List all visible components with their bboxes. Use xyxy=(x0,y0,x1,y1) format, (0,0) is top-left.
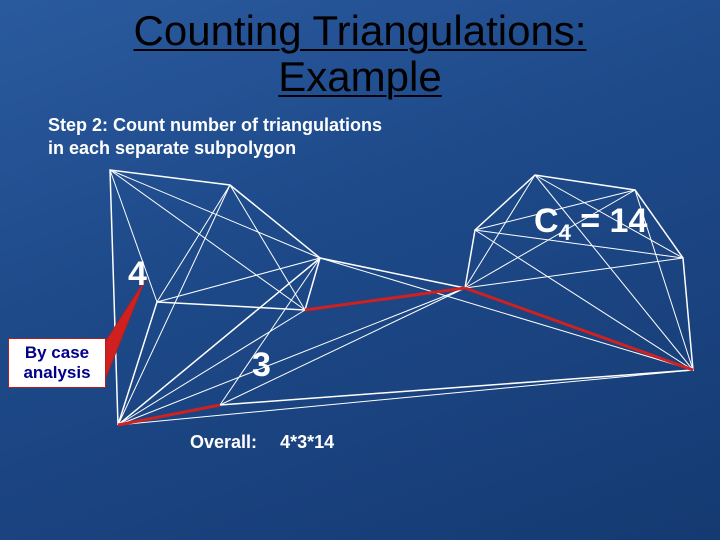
overall-calc: 4*3*14 xyxy=(280,432,334,452)
callout-pointer-group xyxy=(104,280,145,382)
catalan-subscript: 4 xyxy=(559,220,571,245)
overall-label: Overall: xyxy=(190,432,257,452)
left-polygon-count-label: 4 xyxy=(128,255,147,294)
callout-line1: By case xyxy=(25,343,89,362)
overall-result: Overall: 4*3*14 xyxy=(190,432,334,453)
middle-polygon-count-label: 3 xyxy=(252,346,271,385)
title-line1: Counting Triangulations: xyxy=(134,7,587,54)
right-polygon-catalan-label: C4 = 14 xyxy=(534,202,647,246)
subtitle-line1: Step 2: Count number of triangulations xyxy=(48,115,382,135)
callout-text: By case analysis xyxy=(23,343,90,382)
slide-title: Counting Triangulations: Example xyxy=(0,0,720,100)
callout-line2: analysis xyxy=(23,363,90,382)
subtitle-line2: in each separate subpolygon xyxy=(48,138,296,158)
case-analysis-callout: By case analysis xyxy=(8,338,106,388)
highlight-edges-group xyxy=(118,288,693,425)
step-description: Step 2: Count number of triangulations i… xyxy=(48,114,382,159)
catalan-c: C xyxy=(534,202,559,240)
catalan-value: = 14 xyxy=(571,202,648,240)
title-line2: Example xyxy=(278,53,441,100)
